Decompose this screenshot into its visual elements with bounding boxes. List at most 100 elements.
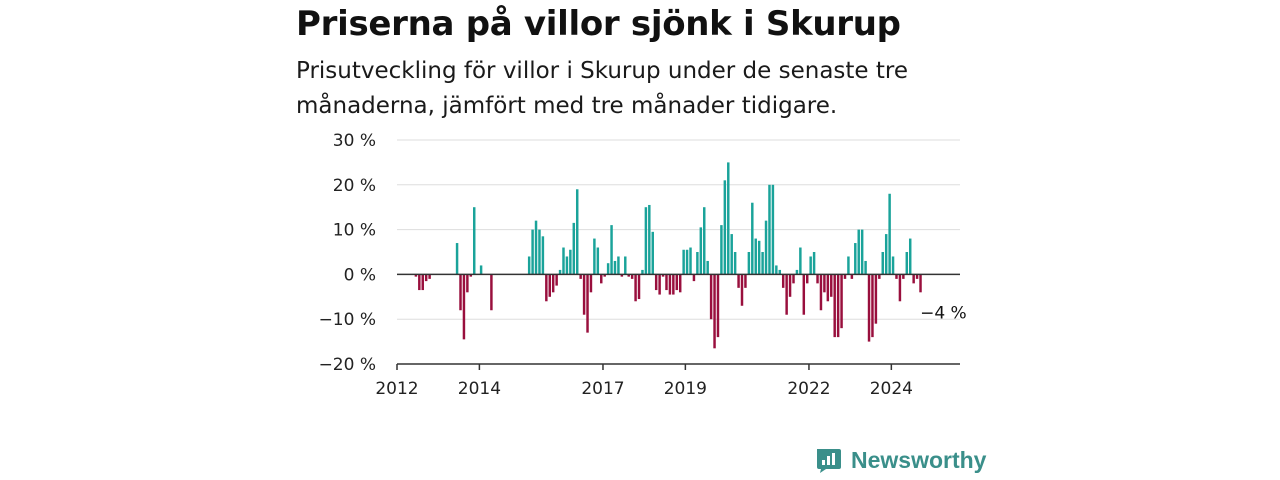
bar xyxy=(689,247,692,275)
bar xyxy=(751,202,754,275)
bar xyxy=(672,274,675,295)
bar xyxy=(716,274,720,338)
chart-subtitle: Prisutveckling för villor i Skurup under… xyxy=(296,58,908,119)
bar xyxy=(473,207,476,275)
bar xyxy=(641,269,644,275)
bar xyxy=(634,274,637,302)
bar xyxy=(850,274,854,279)
bar xyxy=(919,274,922,293)
bar xyxy=(854,243,857,275)
bar xyxy=(424,274,428,282)
bar xyxy=(788,274,792,297)
bar xyxy=(785,274,788,315)
bars xyxy=(414,162,922,349)
bar xyxy=(548,274,551,297)
x-tick-label: 2012 xyxy=(375,379,418,399)
bar xyxy=(418,274,421,291)
y-tick-label: 0 % xyxy=(344,265,376,285)
x-tick-label: 2024 xyxy=(870,379,913,399)
bar xyxy=(888,193,891,275)
x-tick-label: 2019 xyxy=(664,379,707,399)
bar xyxy=(744,274,747,288)
bar xyxy=(603,274,606,277)
bar xyxy=(682,249,685,275)
bar xyxy=(864,260,867,275)
x-tick-label: 2017 xyxy=(581,379,624,399)
bar xyxy=(836,274,840,338)
bar xyxy=(582,274,586,315)
gridlines xyxy=(397,139,960,320)
bar xyxy=(586,274,589,333)
bar xyxy=(469,274,473,277)
y-tick-label: −20 % xyxy=(319,355,376,375)
axes xyxy=(396,273,960,370)
bar xyxy=(654,274,658,291)
bar xyxy=(720,225,723,275)
bar xyxy=(699,227,703,275)
bar xyxy=(624,256,627,275)
bar xyxy=(462,274,466,340)
chart-title: Priserna på villor sjönk i Skurup xyxy=(296,4,901,44)
bar xyxy=(569,249,572,275)
bar xyxy=(551,274,555,293)
bar xyxy=(898,274,902,302)
bar xyxy=(414,274,418,277)
bar xyxy=(826,274,830,302)
bar xyxy=(706,260,709,275)
bar xyxy=(572,222,576,275)
y-tick-label: −10 % xyxy=(319,310,376,330)
bar xyxy=(823,274,826,293)
bar xyxy=(819,274,823,311)
bar xyxy=(541,236,545,275)
bar xyxy=(600,274,603,284)
bar xyxy=(802,274,806,315)
bar xyxy=(902,274,905,279)
bar xyxy=(881,252,884,275)
bar xyxy=(905,252,909,275)
bar xyxy=(895,274,898,279)
bar xyxy=(665,274,668,291)
bar xyxy=(596,247,600,275)
bar xyxy=(781,274,785,288)
bar xyxy=(816,274,819,284)
bar xyxy=(874,274,878,324)
bar xyxy=(466,274,469,293)
bar xyxy=(747,252,751,275)
bar xyxy=(806,274,809,284)
bar xyxy=(658,274,661,295)
bar xyxy=(843,274,847,279)
bar xyxy=(723,180,727,275)
bar xyxy=(562,247,565,275)
bar xyxy=(627,274,630,277)
bar xyxy=(912,274,915,284)
bar xyxy=(840,274,843,329)
bar xyxy=(740,274,744,306)
bar xyxy=(428,274,431,279)
bar xyxy=(545,274,548,302)
bar xyxy=(579,274,582,279)
bar xyxy=(737,274,740,288)
bar xyxy=(878,274,881,279)
bar xyxy=(891,256,895,275)
bar xyxy=(792,274,795,284)
bar xyxy=(459,274,462,311)
bar xyxy=(908,238,912,275)
bar xyxy=(847,256,850,275)
bar xyxy=(589,274,593,293)
bar xyxy=(764,220,768,275)
bar xyxy=(775,265,778,275)
newsworthy-logo-icon xyxy=(817,449,841,473)
latest-value-label: −4 % xyxy=(920,303,967,323)
labels: 30 % 20 % 10 % 0 % −10 % −20 % 2012 2014 2017 201… xyxy=(319,131,967,399)
bar xyxy=(644,207,648,275)
bar xyxy=(809,256,812,275)
bar xyxy=(490,274,493,311)
bar xyxy=(651,231,654,275)
newsworthy-brand: Newsworthy xyxy=(814,444,986,476)
bar xyxy=(778,269,782,275)
bar xyxy=(648,204,651,275)
bar xyxy=(692,274,696,282)
bar xyxy=(696,252,699,275)
bar xyxy=(713,274,716,349)
